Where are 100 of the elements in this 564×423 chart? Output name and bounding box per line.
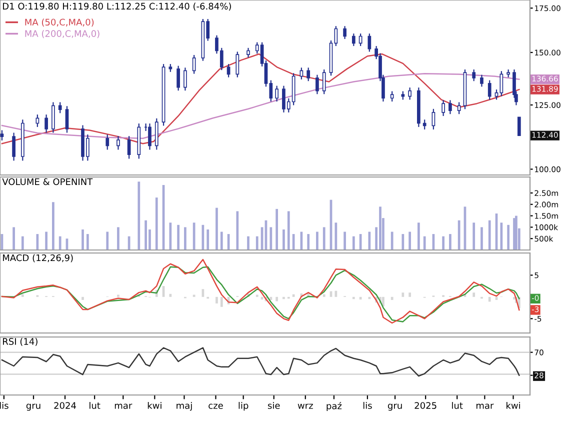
bar	[117, 227, 120, 250]
bar	[292, 294, 295, 297]
candlestick	[36, 114, 40, 128]
bar	[177, 224, 180, 250]
bar	[292, 234, 295, 250]
bar	[379, 206, 382, 250]
candlestick	[246, 47, 250, 58]
candlestick	[306, 67, 310, 82]
candlestick	[58, 102, 62, 114]
x-tick-label: kwi	[506, 402, 520, 409]
bar	[382, 296, 384, 306]
bar	[169, 222, 172, 250]
candlestick	[352, 32, 356, 47]
bar	[220, 232, 223, 250]
bar	[282, 229, 285, 250]
bar	[206, 229, 210, 250]
bar	[236, 211, 239, 250]
bar	[220, 296, 223, 307]
bar	[276, 208, 278, 250]
line-series	[1, 347, 520, 377]
bar	[282, 296, 285, 300]
chart-title: D1 O:119.80 H:119.80 L:112.25 C:112.40 (-6.84%)	[3, 2, 231, 11]
bar	[507, 224, 510, 250]
bar	[21, 236, 24, 250]
bar	[82, 296, 84, 300]
candlestick	[480, 74, 484, 88]
candlestick	[226, 63, 230, 78]
legend-label: MA (50,C,MA,0)	[25, 18, 94, 27]
bar	[155, 198, 158, 250]
candlestick	[0, 130, 4, 141]
bar	[256, 236, 258, 250]
chart-title: MACD (12,26,9)	[3, 254, 73, 262]
x-tick-label: 2025	[414, 402, 436, 409]
x-tick-label: lut	[452, 402, 463, 409]
candlestick	[148, 122, 152, 150]
bar	[82, 229, 84, 250]
bar	[45, 232, 48, 250]
bar	[287, 211, 290, 250]
candlestick	[184, 67, 187, 92]
candlestick	[448, 100, 452, 115]
chart-title: VOLUME & OPENINT	[2, 178, 93, 186]
bar	[472, 292, 476, 297]
bar	[322, 227, 326, 250]
bar	[270, 296, 272, 300]
bar	[216, 208, 218, 250]
bar	[402, 234, 404, 250]
bar	[52, 202, 54, 250]
candlestick	[127, 135, 131, 160]
candlestick	[192, 54, 196, 74]
bar	[442, 236, 444, 250]
bar	[344, 232, 346, 250]
x-tick-label: lis	[0, 402, 8, 409]
x-tick-label: lip	[238, 402, 248, 411]
candlestick	[116, 135, 120, 150]
candlestick	[488, 80, 492, 100]
x-tick-label: gru	[388, 404, 402, 411]
bar	[184, 227, 186, 250]
x-tick-label: mar	[114, 404, 132, 409]
candlestick	[275, 85, 279, 102]
candlestick	[65, 106, 69, 134]
bar	[488, 220, 491, 250]
candlestick	[176, 65, 180, 92]
bar	[86, 234, 89, 250]
bar	[169, 294, 172, 297]
bar	[270, 227, 272, 250]
x-tick-label: cze	[208, 404, 223, 409]
candlestick	[368, 32, 372, 52]
x-tick-label: wrz	[298, 404, 313, 409]
candlestick	[316, 74, 319, 95]
bar	[402, 292, 404, 297]
x-tick-label: lut	[90, 402, 100, 409]
candlestick	[494, 88, 498, 100]
bar	[334, 222, 338, 250]
x-tick-label: maj	[176, 402, 192, 411]
candlestick	[154, 118, 158, 150]
bar	[307, 234, 310, 250]
bar	[449, 234, 452, 250]
bar	[192, 222, 196, 250]
bar	[316, 232, 318, 250]
bar	[500, 222, 503, 250]
bar	[12, 227, 15, 250]
bar	[458, 220, 460, 250]
candlestick	[52, 102, 55, 134]
x-tick-label: gru	[26, 404, 40, 411]
bar	[390, 296, 394, 300]
candlestick	[517, 116, 521, 136]
candlestick	[322, 68, 326, 95]
x-tick-label: kwi	[148, 402, 162, 409]
x-tick-label: 2024	[54, 402, 76, 409]
bar	[408, 292, 411, 297]
bar	[390, 232, 394, 250]
candlestick	[12, 132, 16, 162]
bar	[216, 296, 218, 304]
candlestick	[343, 26, 346, 40]
bar	[368, 296, 371, 300]
x-tick-label: sie	[268, 402, 280, 409]
candlestick	[106, 134, 110, 150]
candlestick	[457, 102, 461, 115]
bar	[276, 296, 278, 302]
x-tick-label: lis	[363, 402, 372, 409]
